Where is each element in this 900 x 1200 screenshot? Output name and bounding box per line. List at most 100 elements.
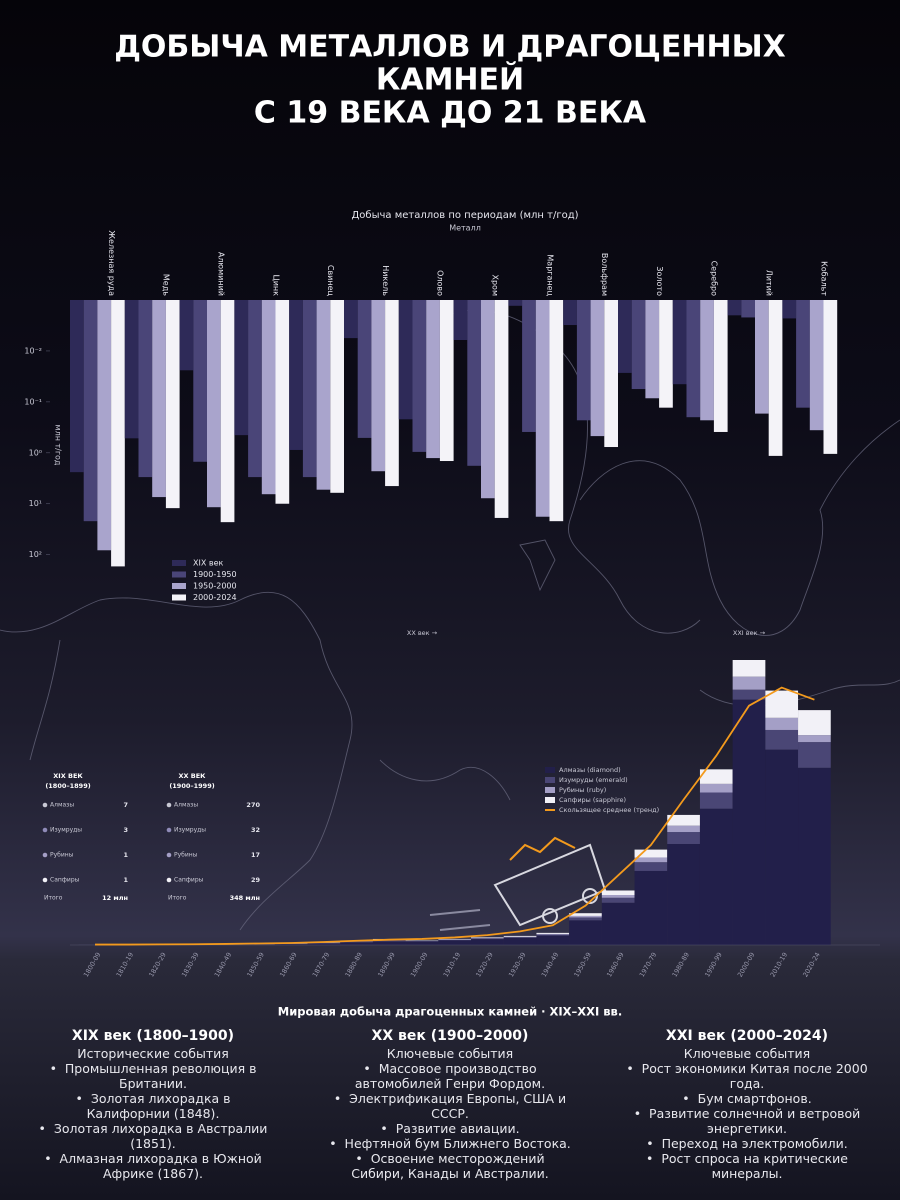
x-tick-label: 1800-09 — [82, 951, 103, 979]
section-item: Рост экономики Китая после 2000 года. — [626, 1061, 868, 1091]
x-tick-label: Хром — [491, 275, 500, 297]
bar — [111, 300, 125, 567]
row-value: 3 — [123, 826, 128, 834]
bar — [138, 300, 153, 478]
row-value: 270 — [246, 801, 260, 809]
bar-segment — [372, 939, 406, 942]
bar — [412, 300, 427, 452]
legend-label: Сапфиры (sapphire) — [559, 796, 626, 804]
x-tick-label: 1960-69 — [605, 951, 626, 979]
section: XIX век (1800–1900) Исторические событияП… — [18, 1028, 288, 1181]
bar — [439, 300, 454, 462]
chart-title: Добыча металлов по периодам (млн т/год) — [351, 210, 578, 221]
section-title: XXI век (2000–2024) — [665, 1028, 829, 1044]
bar — [289, 300, 303, 450]
bar — [727, 300, 742, 316]
bar-segment — [536, 933, 570, 935]
bar — [645, 300, 660, 399]
bar — [576, 300, 591, 421]
total-name: Итого — [168, 895, 187, 902]
bar-segment — [732, 699, 766, 945]
x-tick-label: 1830-39 — [180, 951, 201, 979]
x-tick-label: 1890-99 — [376, 951, 397, 979]
total-value: 348 млн — [230, 894, 260, 902]
bar — [83, 300, 98, 522]
x-tick-label: 1860-69 — [278, 951, 299, 979]
bar — [330, 300, 344, 493]
bar-segment — [699, 792, 733, 809]
x-tick-label: Медь — [162, 274, 171, 296]
row-dot — [166, 877, 172, 883]
x-tick-label: 1990-99 — [703, 951, 724, 979]
bar-segment — [569, 915, 602, 918]
bar — [823, 300, 838, 454]
annotation: XX век → — [407, 629, 438, 637]
bar-segment — [307, 943, 341, 945]
section-subtitle: Ключевые события — [386, 1046, 514, 1061]
row-name: Сапфиры — [174, 877, 204, 884]
bar-segment — [340, 942, 373, 945]
bar — [522, 300, 536, 432]
row-dot — [166, 852, 172, 858]
page-title: КАМНЕЙ — [376, 62, 524, 98]
section-item: Промышленная революция в Британии. — [32, 1061, 274, 1091]
legend-swatch — [172, 560, 186, 566]
x-tick-label: 1870-79 — [311, 951, 332, 979]
bar — [618, 300, 632, 373]
section-subtitle: Ключевые события — [683, 1046, 811, 1061]
bar-segment — [536, 934, 570, 936]
x-tick-label: Кобальт — [819, 261, 828, 296]
x-tick-label: Никель — [381, 265, 390, 296]
section-subtitle: Исторические события — [77, 1046, 229, 1061]
row-name: Изумруды — [50, 827, 82, 834]
bar-segment — [503, 937, 537, 938]
bar-segment — [471, 937, 504, 939]
y-axis-label: млн т/год — [54, 425, 63, 466]
bar — [220, 300, 235, 523]
row-name: Рубины — [50, 852, 74, 859]
bar-segment — [798, 735, 831, 743]
bar-segment — [667, 832, 700, 844]
bar — [152, 300, 166, 498]
x-tick-label: 1910-19 — [442, 951, 463, 979]
legend-label: 1950-2000 — [193, 582, 237, 591]
row-value: 17 — [251, 851, 260, 859]
bar-segment — [699, 783, 733, 793]
x-tick-label: 2020-24 — [801, 951, 822, 979]
x-tick-label: Серебро — [710, 261, 719, 297]
x-tick-label: Цинк — [271, 275, 280, 297]
x-tick-label: Вольфрам — [600, 253, 609, 296]
legend-swatch — [545, 797, 555, 803]
bar — [755, 300, 769, 414]
legend-label: 2000-2024 — [193, 593, 237, 602]
legend-swatch — [545, 787, 555, 793]
legend-label: Изумруды (emerald) — [559, 776, 628, 784]
row-dot — [42, 827, 48, 833]
section-item: Нефтяной бум Ближнего Востока. — [329, 1136, 571, 1151]
bar-segment — [732, 676, 766, 690]
bar — [631, 300, 646, 390]
y-tick-label: 10¹ — [29, 499, 42, 508]
x-tick-label: 2010-19 — [769, 951, 790, 979]
page-title: ДОБЫЧА МЕТАЛЛОВ И ДРАГОЦЕННЫХ — [114, 30, 786, 65]
bar-segment — [634, 857, 668, 863]
section-item: Электрификация Европы, США и СССР. — [329, 1091, 571, 1121]
bar — [316, 300, 331, 490]
x-tick-label: 1940-49 — [540, 951, 561, 979]
legend-swatch — [172, 571, 186, 578]
row-value: 1 — [123, 876, 128, 884]
row-value: 29 — [251, 876, 261, 884]
bar-segment — [798, 742, 831, 768]
x-tick-label: 1900-09 — [409, 951, 430, 979]
bar — [302, 300, 317, 478]
bar — [70, 300, 84, 473]
x-tick-label: 2000-09 — [736, 951, 757, 979]
bar-segment — [536, 935, 570, 945]
bar — [741, 300, 755, 318]
row-name: Изумруды — [174, 827, 206, 834]
legend-swatch — [545, 777, 555, 783]
bar — [768, 300, 783, 456]
section-item: Алмазная лихорадка в Южной Африке (1867)… — [32, 1151, 274, 1181]
x-tick-label: 1840-49 — [213, 951, 234, 979]
bar — [453, 300, 468, 340]
